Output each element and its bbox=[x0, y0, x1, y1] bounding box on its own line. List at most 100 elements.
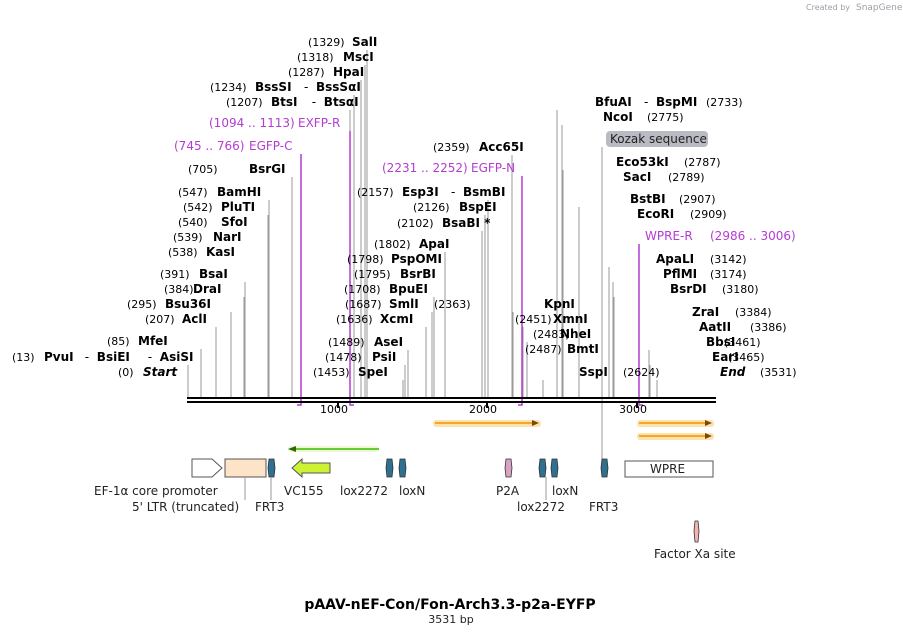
site-name: HpaI bbox=[333, 65, 364, 79]
site-position: (539) bbox=[173, 231, 203, 244]
site-separator: - bbox=[148, 350, 152, 364]
site-name: ApaLI bbox=[656, 252, 694, 266]
site-position: (2775) bbox=[647, 111, 684, 124]
site-position: (3531) bbox=[760, 366, 797, 379]
site-name: ZraI bbox=[692, 305, 719, 319]
site-name: SacI bbox=[623, 170, 651, 184]
tick-label: 1000 bbox=[320, 403, 348, 416]
site-name: SalI bbox=[352, 35, 377, 49]
site-name: MscI bbox=[343, 50, 374, 64]
kozak-label: Kozak sequence bbox=[610, 132, 707, 146]
site-position: (384) bbox=[164, 283, 194, 296]
site-position: (3461) bbox=[724, 336, 761, 349]
site-name: PluTI bbox=[221, 200, 255, 214]
site-position: (2787) bbox=[684, 156, 721, 169]
site-name: MfeI bbox=[138, 334, 168, 348]
site-position: (295) bbox=[127, 298, 157, 311]
site-name: BpuEI bbox=[389, 282, 428, 296]
site-position: (3386) bbox=[750, 321, 787, 334]
tick-mark bbox=[486, 403, 488, 408]
backbone-bottom bbox=[187, 401, 716, 403]
site-name: BssSαI bbox=[316, 80, 361, 94]
site-position: (1708) bbox=[344, 283, 381, 296]
site-name: Esp3I bbox=[402, 185, 439, 199]
primer-name: EGFP-C bbox=[249, 139, 292, 153]
site-name: EarI bbox=[712, 350, 739, 364]
site-position: (391) bbox=[160, 268, 190, 281]
site-separator: - bbox=[312, 95, 316, 109]
site-position: (540) bbox=[178, 216, 208, 229]
site-name: AclI bbox=[182, 312, 207, 326]
site-position: (1802) bbox=[374, 238, 411, 251]
site-position: (3142) bbox=[710, 253, 747, 266]
site-position: (3180) bbox=[722, 283, 759, 296]
site-name: BtsI bbox=[271, 95, 298, 109]
brand-text: SnapGene bbox=[856, 3, 903, 13]
tick-label: 2000 bbox=[469, 403, 497, 416]
site-name: DraI bbox=[193, 282, 221, 296]
site-name: KpnI bbox=[544, 297, 575, 311]
site-separator: - bbox=[451, 185, 455, 199]
wpre-box bbox=[624, 460, 714, 478]
kozak-badge bbox=[606, 131, 708, 147]
site-position: (1318) bbox=[297, 51, 334, 64]
feature-label: VC155 bbox=[284, 484, 324, 498]
site-name: BfuAI bbox=[595, 95, 632, 109]
site-position: (1453) bbox=[313, 366, 350, 379]
loxn-site bbox=[550, 458, 559, 478]
site-name: AseI bbox=[374, 335, 403, 349]
site-name: BspMI bbox=[656, 95, 697, 109]
site-name: BmtI bbox=[567, 342, 599, 356]
site-position: (2157) bbox=[357, 186, 394, 199]
primer-name: WPRE-R bbox=[645, 229, 693, 243]
site-name: XmnI bbox=[553, 312, 588, 326]
site-name: PspOMI bbox=[391, 252, 442, 266]
feature-label: loxN bbox=[552, 484, 578, 498]
site-name: AatII bbox=[699, 320, 731, 334]
site-position: (2789) bbox=[668, 171, 705, 184]
primer-range: (2986 .. 3006) bbox=[710, 229, 796, 243]
site-position: (2487) bbox=[525, 343, 562, 356]
site-position: (1287) bbox=[288, 66, 325, 79]
site-position: (1329) bbox=[308, 36, 345, 49]
backbone-top bbox=[187, 397, 716, 399]
site-name: BsrBI bbox=[400, 267, 436, 281]
primer-name: EGFP-N bbox=[471, 161, 515, 175]
site-name: NarI bbox=[213, 230, 242, 244]
site-position: (1798) bbox=[347, 253, 384, 266]
vc155-arrow bbox=[291, 457, 331, 479]
site-name: Bsu36I bbox=[165, 297, 211, 311]
site-name: KasI bbox=[206, 245, 235, 259]
site-position: (1636) bbox=[336, 313, 373, 326]
site-position: (0) bbox=[118, 366, 134, 379]
site-separator: - bbox=[304, 80, 308, 94]
site-name: PflMI bbox=[663, 267, 697, 281]
feature-label: EF-1α core promoter bbox=[94, 484, 218, 498]
site-position: (2733) bbox=[706, 96, 743, 109]
tick-mark bbox=[337, 403, 339, 408]
site-position: (2909) bbox=[690, 208, 727, 221]
feature-label: Factor Xa site bbox=[654, 547, 736, 561]
site-position: (1478) bbox=[325, 351, 362, 364]
site-name: BspEI bbox=[459, 200, 497, 214]
site-position: (1489) bbox=[328, 336, 365, 349]
site-name: XcmI bbox=[380, 312, 413, 326]
site-position: (3174) bbox=[710, 268, 747, 281]
promoter-arrow bbox=[191, 458, 223, 478]
feature-label: loxN bbox=[399, 484, 425, 498]
site-name: PvuI bbox=[44, 350, 74, 364]
primer-range: (2231 .. 2252) bbox=[382, 161, 468, 175]
feature-label: 5' LTR (truncated) bbox=[132, 500, 239, 514]
site-name: ApaI bbox=[419, 237, 449, 251]
p2a-site bbox=[504, 458, 513, 478]
site-name: SmlI bbox=[389, 297, 419, 311]
primer-range: (745 .. 766) bbox=[174, 139, 244, 153]
site-position: (705) bbox=[188, 163, 218, 176]
primer-name: EXFP-R bbox=[298, 116, 340, 130]
site-position: (3384) bbox=[735, 306, 772, 319]
ltr-box bbox=[224, 458, 267, 478]
site-position: (85) bbox=[107, 335, 130, 348]
site-position: (542) bbox=[183, 201, 213, 214]
